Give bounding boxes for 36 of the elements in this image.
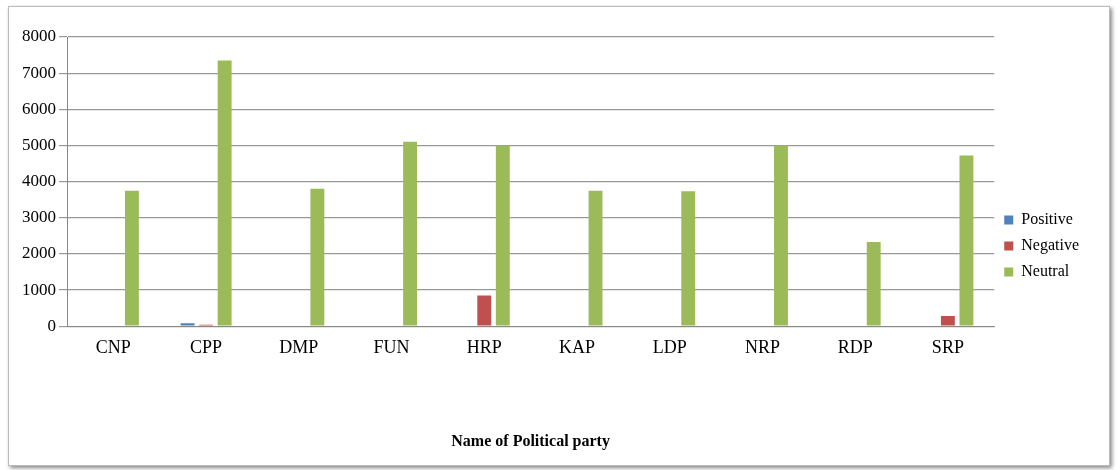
x-axis-title: Name of Political party — [451, 431, 610, 450]
x-tick-label: DMP — [279, 336, 319, 357]
y-tick-label: 1000 — [22, 279, 56, 299]
bar — [681, 191, 696, 326]
bar — [588, 190, 603, 326]
bar — [180, 323, 195, 326]
x-tick-label: FUN — [373, 336, 410, 357]
x-tick-label: LDP — [652, 336, 687, 357]
bar — [959, 155, 974, 326]
y-tick-label: 5000 — [22, 134, 56, 154]
bar — [217, 60, 232, 326]
y-tick-label: 6000 — [22, 98, 56, 118]
bar — [774, 145, 788, 326]
y-tick-label: 4000 — [22, 171, 56, 191]
bar — [495, 145, 510, 326]
bar — [866, 241, 881, 326]
y-tick-label: 0 — [47, 315, 56, 335]
legend-label: Neutral — [1021, 262, 1070, 280]
x-tick-label: CNP — [95, 336, 131, 357]
bar — [124, 190, 139, 326]
bar — [477, 295, 492, 326]
bar — [310, 188, 325, 326]
legend-label: Positive — [1021, 210, 1073, 228]
bar — [940, 316, 955, 326]
x-tick-label: KAP — [558, 336, 595, 357]
y-tick-label: 3000 — [22, 207, 56, 227]
x-tick-label: HRP — [466, 336, 502, 357]
legend-label: Negative — [1021, 236, 1079, 255]
y-tick-label: 7000 — [22, 62, 56, 82]
x-tick-label: RDP — [837, 336, 873, 357]
x-tick-label: NRP — [744, 336, 780, 357]
y-tick-label: 2000 — [22, 243, 56, 263]
y-tick-label: 8000 — [22, 26, 56, 46]
bar — [403, 141, 418, 326]
x-tick-label: SRP — [931, 336, 964, 357]
x-tick-label: CPP — [190, 336, 223, 357]
